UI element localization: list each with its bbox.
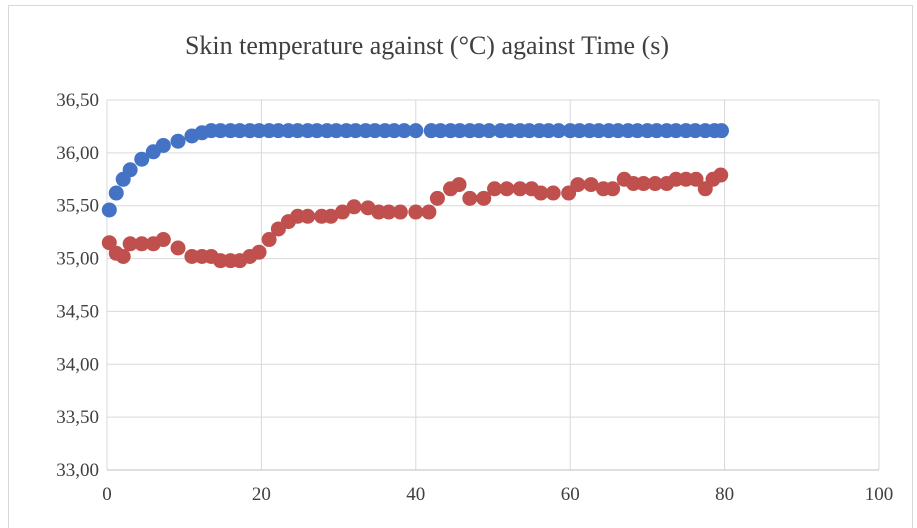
series-2-point [713, 167, 729, 183]
x-tick-label: 80 [715, 484, 734, 505]
y-tick-label: 36,00 [56, 143, 99, 164]
series-1-point [155, 137, 171, 153]
x-tick-label: 20 [252, 484, 271, 505]
series-2-point [647, 176, 663, 192]
series-2-point [251, 244, 267, 260]
series-2-point [688, 171, 704, 187]
x-tick-labels: 0 20 40 60 80 100 [102, 484, 893, 505]
series-2-point [512, 181, 528, 197]
series-2-point [323, 208, 339, 224]
series-2-point [346, 199, 362, 215]
series-2-point [605, 181, 621, 197]
series-2-point [392, 204, 408, 220]
x-tick-label: 0 [102, 484, 112, 505]
series-2-point [300, 208, 316, 224]
series-1-point [108, 185, 124, 201]
y-tick-label: 33,00 [56, 460, 99, 481]
series-2-point [408, 204, 424, 220]
series-2-point [545, 185, 561, 201]
series-2-point [115, 248, 131, 264]
series-2-point [487, 181, 503, 197]
series-2-point [334, 204, 350, 220]
series-points [101, 123, 730, 269]
x-tick-label: 60 [561, 484, 580, 505]
series-1-point [170, 133, 186, 149]
series-1-point [714, 123, 730, 139]
y-tick-label: 36,50 [56, 90, 99, 111]
chart-frame [8, 5, 913, 528]
series-1-point [122, 162, 138, 178]
series-2-point [451, 177, 467, 193]
series-2-point [499, 181, 515, 197]
x-tick-label: 100 [865, 484, 894, 505]
series-2-point [261, 232, 277, 248]
series-2-point [155, 232, 171, 248]
series-2-point [421, 204, 437, 220]
series-2-point [570, 177, 586, 193]
series-2-point [583, 177, 599, 193]
series-1-point [481, 123, 497, 139]
y-tick-label: 34,50 [56, 301, 99, 322]
y-tick-label: 34,00 [56, 354, 99, 375]
series-1-point [101, 202, 117, 218]
y-tick-labels: 33,00 33,50 34,00 34,50 35,00 35,50 36,00 36,50 [56, 90, 99, 481]
series-2-point [170, 240, 186, 256]
series-1-point [408, 123, 424, 139]
chart-title: Skin temperature against (°C) against Ti… [185, 31, 669, 60]
series-2-point [429, 190, 445, 206]
series-2-point [381, 204, 397, 220]
series-2-point [533, 185, 549, 201]
series-2-point [134, 236, 150, 252]
x-tick-label: 40 [406, 484, 425, 505]
series-1-point [134, 151, 150, 167]
y-tick-label: 33,50 [56, 407, 99, 428]
gridlines [106, 99, 880, 470]
series-2-point [101, 235, 117, 251]
series-2-point [636, 176, 652, 192]
series-1-point [396, 123, 412, 139]
series-2-point [122, 236, 138, 252]
y-tick-label: 35,00 [56, 249, 99, 270]
series-1-point [551, 123, 567, 139]
series-2-point [476, 190, 492, 206]
y-tick-label: 35,50 [56, 196, 99, 217]
series-2-point [462, 190, 478, 206]
